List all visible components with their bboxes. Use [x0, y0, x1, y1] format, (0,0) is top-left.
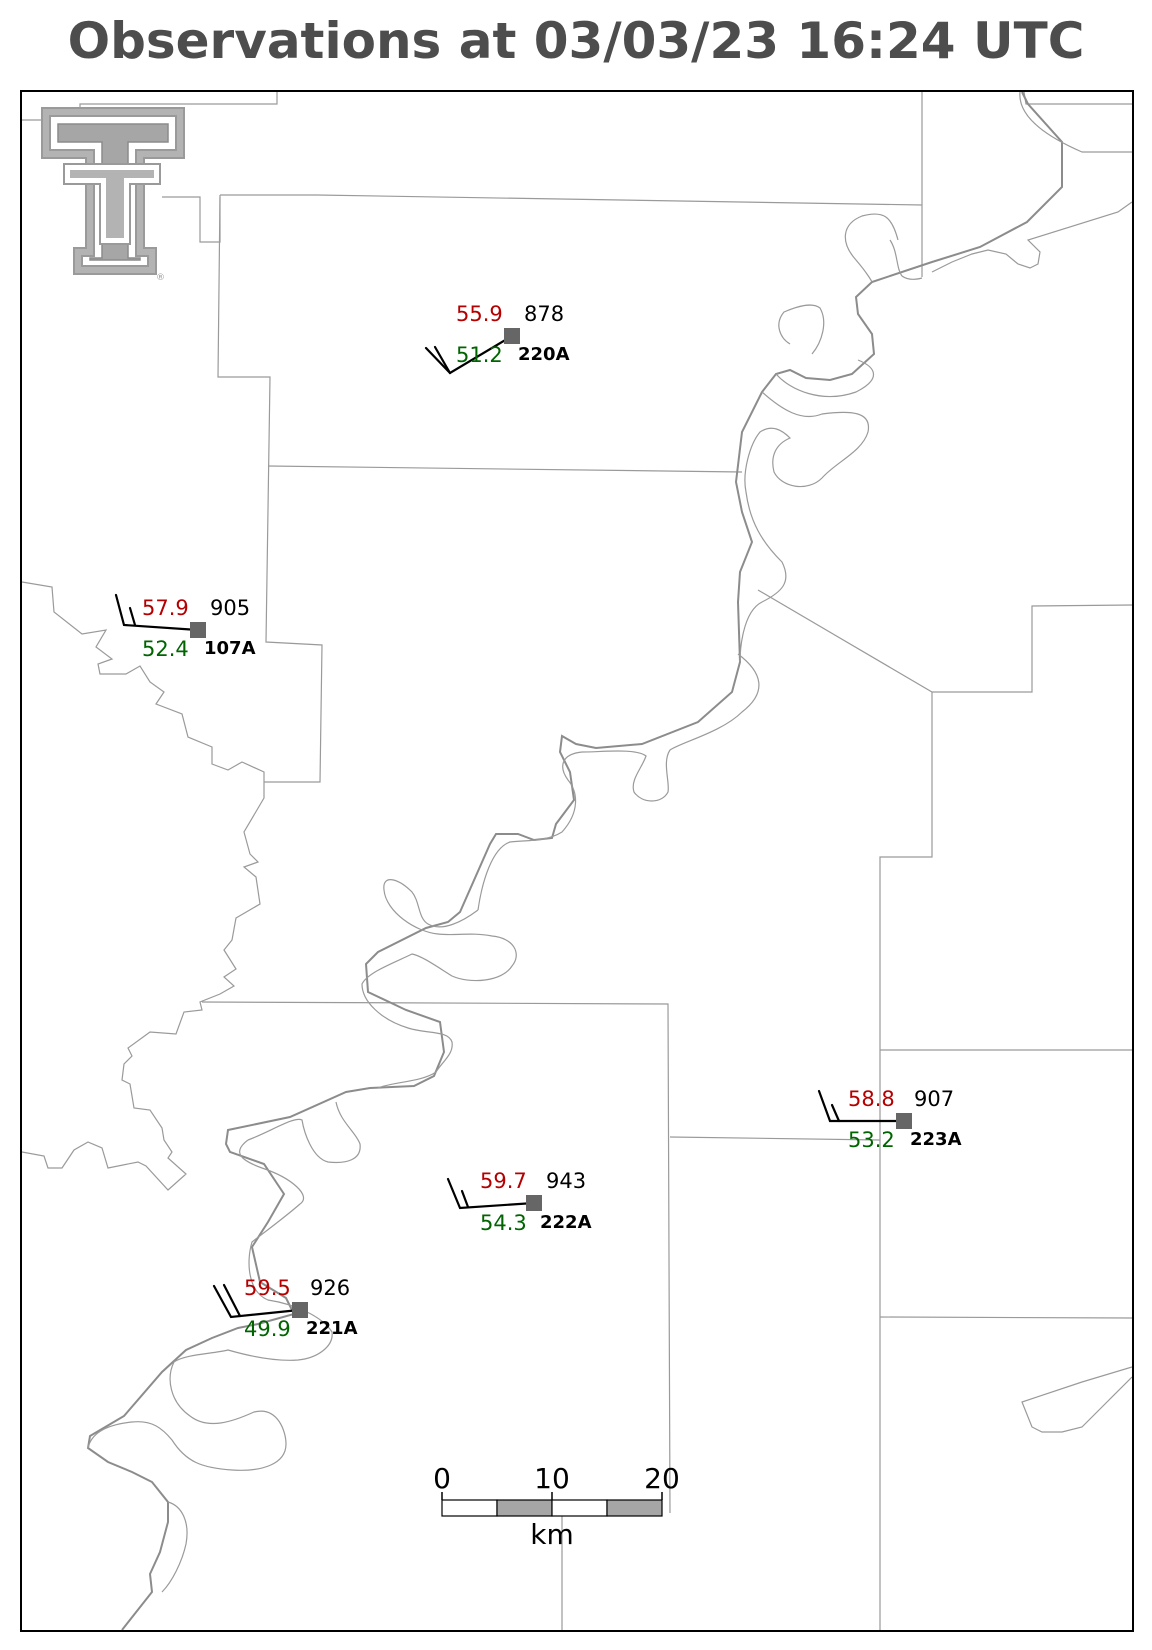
dewpoint-value: 49.9	[244, 1317, 291, 1341]
pressure-value: 905	[210, 596, 250, 620]
wind-barb-feather	[433, 345, 452, 375]
temperature-value: 59.7	[480, 1169, 527, 1193]
wind-barb	[446, 1177, 536, 1210]
wind-barb-feather	[830, 1103, 841, 1123]
scale-segment	[441, 1499, 498, 1517]
wind-barb-feather	[460, 1189, 470, 1209]
dewpoint-value: 54.3	[480, 1211, 527, 1235]
double-t-icon	[41, 107, 185, 275]
station-marker	[526, 1195, 542, 1211]
station-marker	[190, 622, 206, 638]
wind-barb	[817, 1089, 906, 1123]
dewpoint-value: 53.2	[848, 1128, 895, 1152]
scale-unit-label: km	[530, 1518, 574, 1551]
station-220A[interactable]: 55.9 878 51.2 220A	[424, 302, 570, 375]
scale-tick-label: 10	[534, 1462, 570, 1495]
texas-tech-logo: ®	[41, 107, 185, 283]
page-title: Observations at 03/03/23 16:24 UTC	[67, 12, 1085, 70]
wind-barb-feather	[222, 1283, 242, 1318]
temperature-value: 58.8	[848, 1087, 895, 1111]
station-id: 107A	[204, 638, 256, 659]
station-id: 221A	[306, 1318, 358, 1339]
station-id: 222A	[540, 1212, 592, 1233]
station-id: 220A	[518, 344, 570, 365]
pressure-value: 943	[546, 1169, 586, 1193]
map-canvas[interactable]: ® 55.9 878 51.2 220A 57.9 905 52.4 107A	[22, 92, 1132, 1630]
pressure-value: 907	[914, 1087, 954, 1111]
station-marker	[504, 328, 520, 344]
station-222A[interactable]: 59.7 943 54.3 222A	[446, 1169, 592, 1235]
scale-tick-label: 20	[644, 1462, 680, 1495]
wind-barb	[212, 1284, 301, 1319]
pressure-value: 878	[524, 302, 564, 326]
dewpoint-value: 51.2	[456, 343, 503, 367]
pressure-value: 926	[310, 1276, 350, 1300]
river-state-boundary	[86, 92, 1063, 1630]
temperature-value: 57.9	[142, 596, 189, 620]
map-frame[interactable]: ® 55.9 878 51.2 220A 57.9 905 52.4 107A	[20, 90, 1134, 1632]
station-107A[interactable]: 57.9 905 52.4 107A	[114, 593, 256, 661]
temperature-value: 55.9	[456, 302, 503, 326]
station-221A[interactable]: 59.5 926 49.9 221A	[212, 1276, 358, 1341]
scale-tick-label: 0	[433, 1462, 451, 1495]
county-boundaries	[22, 92, 1132, 1630]
station-id: 223A	[910, 1129, 962, 1150]
station-223A[interactable]: 58.8 907 53.2 223A	[817, 1087, 962, 1152]
river-meanders	[87, 92, 1132, 1593]
scale-segment	[496, 1499, 553, 1517]
station-marker	[896, 1113, 912, 1129]
scale-segment	[551, 1499, 608, 1517]
station-marker	[292, 1302, 308, 1318]
logo-registered-mark: ®	[156, 273, 165, 283]
scale-segment	[606, 1499, 663, 1517]
scale-bar: 0 10 20 km	[433, 1462, 680, 1551]
wind-barb	[114, 593, 200, 632]
temperature-value: 59.5	[244, 1276, 291, 1300]
dewpoint-value: 52.4	[142, 637, 189, 661]
wind-barb-feather	[128, 606, 137, 627]
